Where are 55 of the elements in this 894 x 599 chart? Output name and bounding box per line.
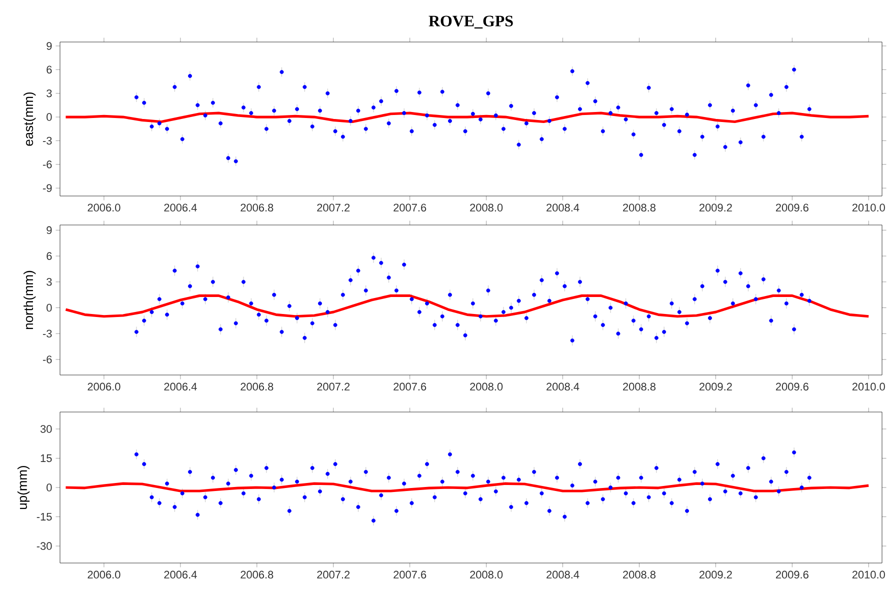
x-tick-label: 2010.0 [852, 382, 885, 391]
y-tick-label: 9 [46, 226, 52, 234]
x-tick-label: 2007.2 [317, 204, 350, 212]
x-tick-label: 2009.6 [776, 570, 808, 579]
y-tick-label: 0 [46, 113, 52, 121]
x-tick-label: 2008.8 [623, 570, 656, 579]
x-tick-label: 2008.4 [546, 382, 580, 391]
y-tick-label: -9 [42, 184, 52, 192]
x-tick-label: 2006.8 [240, 204, 274, 212]
x-tick-label: 2009.2 [699, 382, 732, 391]
x-tick-label: 2006.0 [88, 204, 120, 212]
x-tick-label: 2006.4 [164, 382, 197, 391]
y-axis-title: north(mm) [24, 270, 36, 329]
y-tick-label: -15 [36, 512, 52, 521]
chart-title: ROVE_GPS [428, 16, 513, 28]
y-tick-label: 0 [46, 484, 52, 492]
x-tick-label: 2007.6 [394, 570, 426, 579]
x-tick-label: 2009.2 [699, 204, 732, 212]
x-tick-label: 2008.8 [623, 382, 656, 391]
x-tick-label: 2010.0 [852, 204, 885, 212]
y-tick-label: 3 [46, 89, 52, 98]
y-axis-title: up(mm) [17, 466, 30, 509]
y-axis-title: east(mm) [24, 92, 36, 146]
x-tick-label: 2008.0 [470, 204, 503, 212]
x-tick-label: 2008.4 [546, 204, 580, 212]
x-tick-label: 2006.0 [88, 382, 120, 391]
y-tick-label: 6 [46, 66, 52, 74]
x-tick-label: 2008.4 [546, 570, 580, 579]
x-tick-label: 2006.8 [240, 382, 274, 391]
y-tick-label: 3 [46, 278, 52, 286]
y-tick-label: -6 [42, 160, 52, 168]
x-tick-label: 2009.6 [776, 382, 808, 391]
y-tick-label: 6 [46, 252, 52, 260]
x-tick-label: 2007.2 [317, 570, 350, 579]
x-tick-label: 2006.4 [164, 570, 197, 579]
y-tick-label: 0 [46, 304, 52, 312]
x-tick-label: 2006.8 [240, 570, 274, 579]
x-tick-label: 2007.6 [394, 382, 426, 391]
y-tick-label: -30 [36, 542, 52, 550]
x-tick-label: 2007.6 [394, 204, 426, 212]
x-tick-label: 2009.2 [699, 570, 732, 579]
y-tick-label: -3 [42, 136, 52, 145]
y-tick-label: 9 [46, 42, 52, 50]
y-tick-label: 15 [40, 454, 52, 462]
x-tick-label: 2007.2 [317, 382, 350, 391]
x-tick-label: 2006.4 [164, 204, 197, 212]
x-tick-label: 2008.0 [470, 570, 503, 579]
y-tick-label: 30 [40, 425, 52, 433]
x-tick-label: 2009.6 [776, 204, 808, 212]
x-tick-label: 2006.0 [88, 570, 120, 579]
y-tick-label: -3 [42, 330, 52, 338]
x-tick-label: 2008.0 [470, 382, 503, 391]
x-tick-label: 2010.0 [852, 570, 885, 579]
x-tick-label: 2008.8 [623, 204, 656, 212]
y-tick-label: -6 [42, 356, 52, 364]
